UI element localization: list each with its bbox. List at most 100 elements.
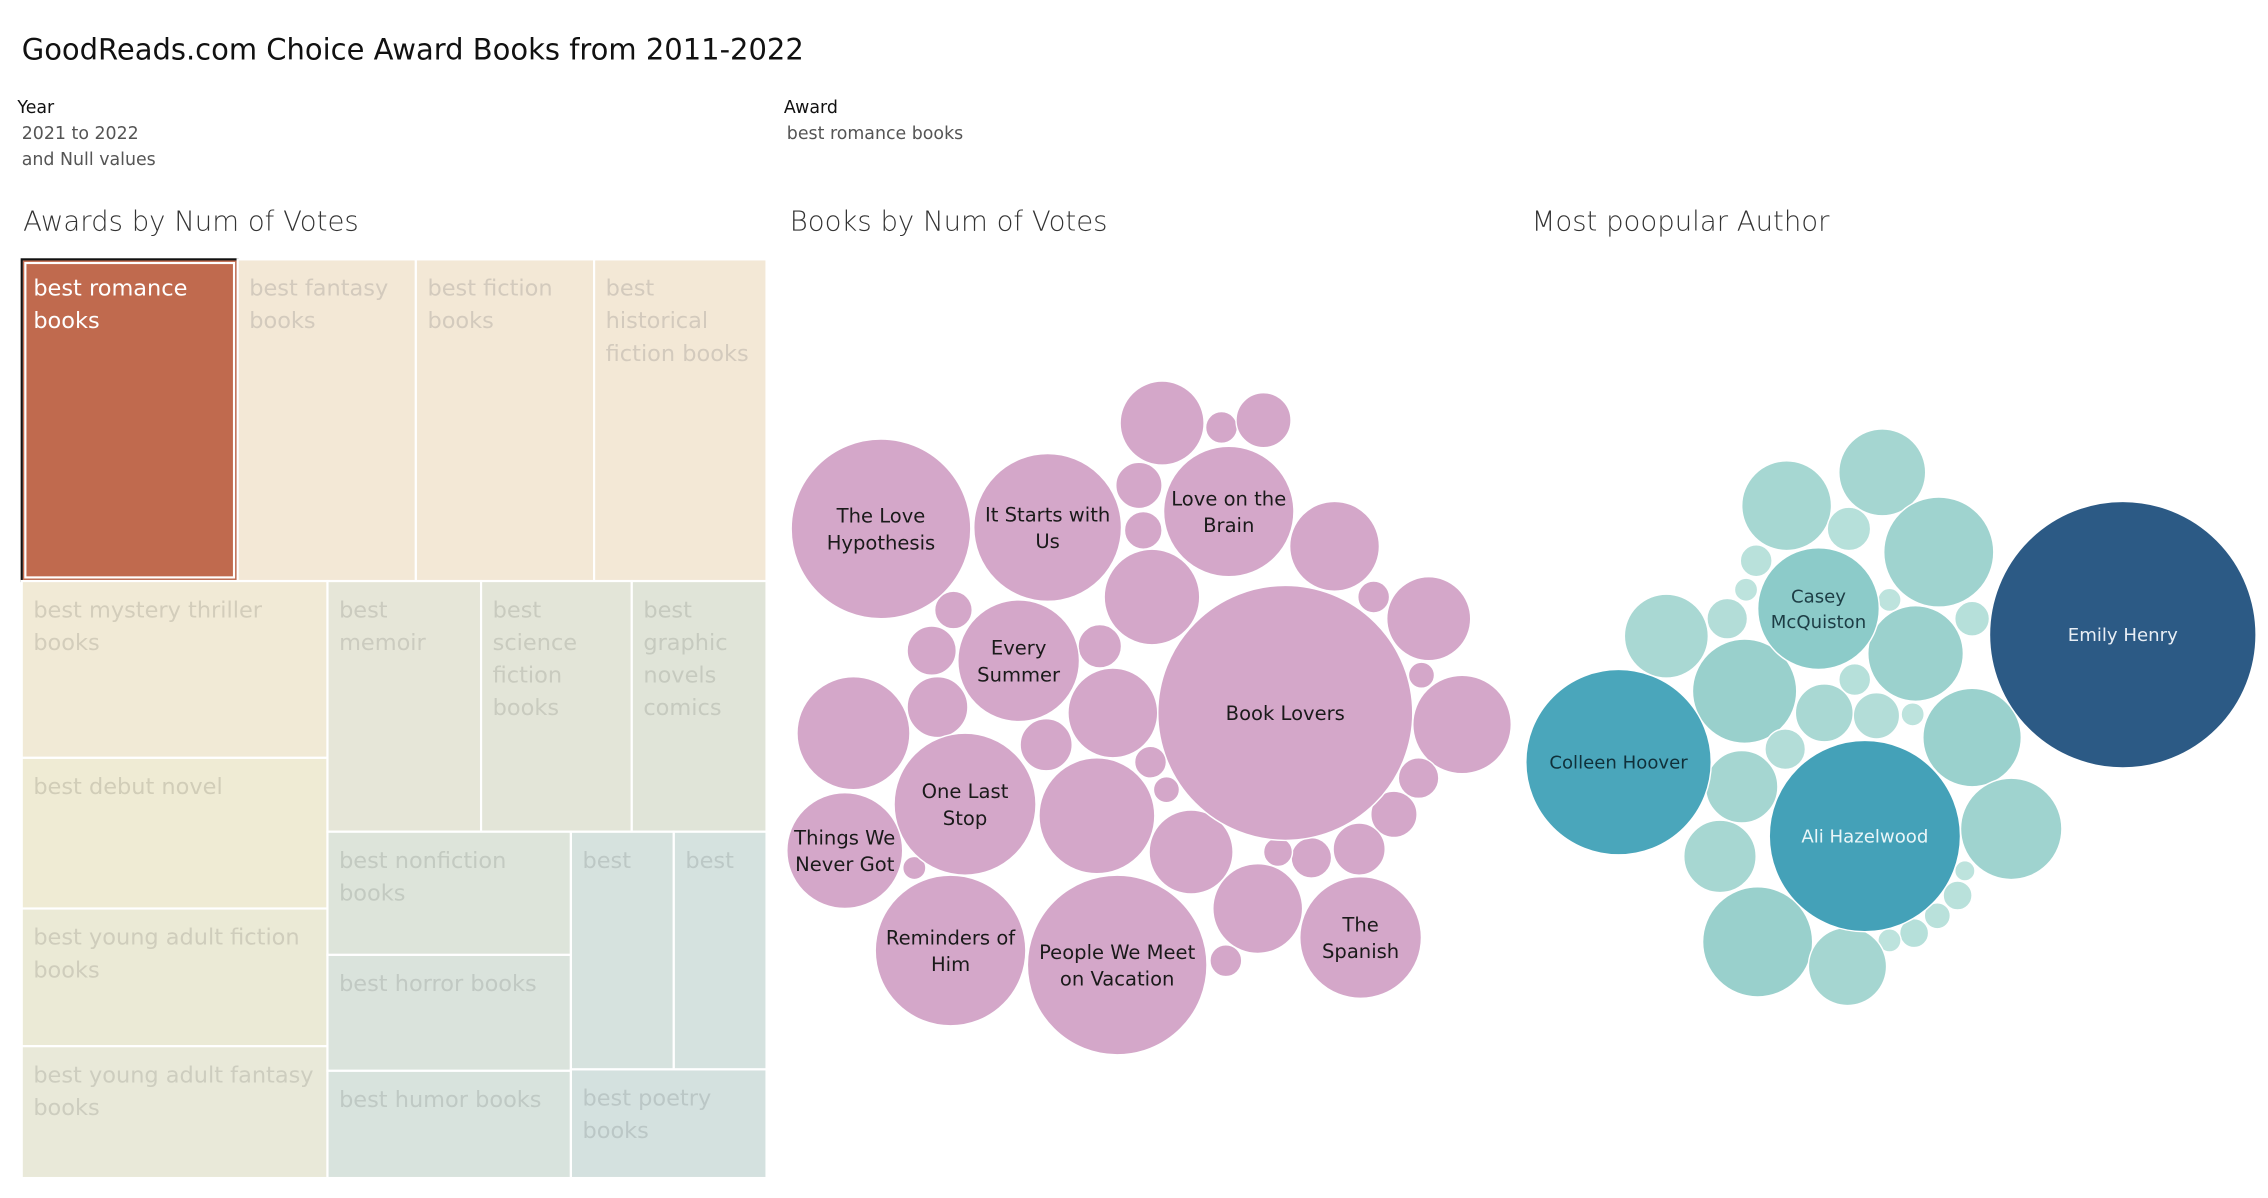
treemap-cell-rect[interactable] [414,258,596,583]
author-bubble[interactable] [1706,597,1749,640]
book-bubble[interactable] [906,675,969,739]
author-bubble-circle[interactable] [1756,546,1881,671]
author-bubble[interactable] [1852,691,1901,740]
book-bubble[interactable] [1119,380,1205,466]
treemap-cell-best-mystery-thriller-books[interactable]: best mystery thriller books [20,579,329,759]
author-bubble[interactable] [1733,577,1759,603]
book-bubble[interactable] [1209,944,1243,978]
book-bubble[interactable] [796,675,911,791]
book-bubble-the-spanish[interactable]: The Spanish [1299,875,1423,1000]
author-bubble[interactable] [1923,902,1952,930]
author-bubble[interactable] [1867,604,1965,703]
treemap-cell-best-poetry-books[interactable]: best poetry books [569,1068,768,1180]
book-bubble-one-last-stop[interactable]: One Last Stop [893,732,1037,876]
year-filter-value-2[interactable]: and Null values [21,149,156,170]
book-bubble[interactable] [1115,461,1163,510]
treemap-cell-best-fiction-books[interactable]: best fiction books [414,258,596,583]
book-bubble-reminders-of-him[interactable]: Reminders of Him [874,874,1027,1027]
book-bubble-it-starts-with-us[interactable]: It Starts with Us [973,452,1123,603]
book-bubble[interactable] [1332,822,1386,876]
book-bubble-circle[interactable] [957,599,1081,723]
author-bubble[interactable] [1877,587,1902,613]
book-bubble-circle[interactable] [1299,875,1423,1000]
treemap-cell-best-young-adult-fiction-books[interactable]: best young adult fiction books [20,907,329,1048]
book-bubble-love-on-the-brain[interactable]: Love on the Brain [1162,445,1295,578]
author-bubble[interactable] [1826,506,1872,552]
author-bubble[interactable] [1807,926,1888,1007]
author-bubble[interactable] [1691,638,1798,745]
book-bubble[interactable] [933,590,974,630]
book-bubble-people-we-meet-on-vacation[interactable]: People We Meet on Vacation [1026,874,1208,1056]
book-bubble-circle[interactable] [874,874,1027,1027]
award-filter-value[interactable]: best romance books [786,123,964,144]
author-bubble-casey-mcquiston[interactable]: Casey McQuiston [1756,546,1881,671]
book-bubble-every-summer[interactable]: Every Summer [957,599,1081,723]
author-bubble-circle[interactable] [1988,500,2257,769]
book-bubble[interactable] [1133,745,1168,779]
treemap-cell-rect[interactable] [20,579,329,759]
treemap-cell-best-graphic-novels-comics[interactable]: best graphic novels comics [630,579,768,833]
book-bubble[interactable] [1103,548,1201,646]
treemap-cell-rect[interactable] [326,579,483,833]
treemap-cell-rect[interactable] [593,258,768,583]
book-bubble[interactable] [906,625,958,676]
author-bubble[interactable] [1701,886,1814,998]
treemap-cell-rect[interactable] [569,1068,768,1180]
author-bubble[interactable] [1959,777,2063,881]
author-bubble[interactable] [1942,880,1973,911]
treemap-cell-best-memoir[interactable]: best memoir [326,579,483,833]
year-filter-value-1[interactable]: 2021 to 2022 [21,123,139,144]
book-bubble[interactable] [902,855,927,881]
book-bubble[interactable] [1397,757,1440,800]
treemap-cell-rect[interactable] [672,830,768,1071]
author-bubble[interactable] [1740,460,1833,552]
book-bubble[interactable] [1356,580,1391,614]
book-bubble[interactable] [1385,575,1472,662]
author-bubble-ali-hazelwood[interactable]: Ali Hazelwood [1768,739,1962,933]
book-bubble[interactable] [1038,757,1156,875]
treemap-cell-best-debut-novel[interactable]: best debut novel [20,756,329,910]
book-bubble[interactable] [1235,391,1292,449]
author-bubble[interactable] [1900,702,1925,727]
book-bubble[interactable] [1288,500,1381,592]
author-bubble[interactable] [1623,593,1710,679]
author-bubble[interactable] [1838,662,1872,697]
author-bubble-circle[interactable] [1525,668,1712,856]
book-bubble[interactable] [1123,510,1163,550]
treemap-cell-best-nonfiction-books[interactable]: best nonfiction books [326,830,572,956]
book-bubble[interactable] [1019,717,1073,772]
treemap-cell-best-young-adult-fantasy-books[interactable]: best young adult fantasy books [20,1045,329,1180]
treemap-cell-best-fantasy-books[interactable]: best fantasy books [236,258,417,583]
book-bubble-circle[interactable] [790,438,972,620]
author-bubble[interactable] [1764,728,1807,771]
treemap-cell-best-historical-fiction-books[interactable]: best historical fiction books [593,258,768,583]
treemap-cell-rect[interactable] [326,1069,572,1180]
author-bubble-colleen-hoover[interactable]: Colleen Hoover [1525,668,1712,856]
author-bubble-circle[interactable] [1768,739,1962,933]
treemap-cell-rect[interactable] [20,907,329,1048]
author-bubble[interactable] [1838,428,1927,517]
treemap-cell-best[interactable]: best [672,830,768,1071]
author-bubble[interactable] [1739,544,1773,578]
book-bubble-circle[interactable] [893,732,1037,876]
treemap-cell-best-humor-books[interactable]: best humor books [326,1069,572,1180]
author-bubble[interactable] [1882,496,1995,608]
treemap-cell-rect[interactable] [20,1045,329,1180]
author-bubble[interactable] [1953,600,1991,637]
book-bubble[interactable] [1407,661,1436,689]
author-bubble[interactable] [1794,683,1854,743]
book-bubble[interactable] [1152,775,1181,804]
book-bubble[interactable] [1148,809,1234,895]
book-bubble-circle[interactable] [1162,445,1295,578]
book-bubble[interactable] [1212,862,1304,955]
book-bubble-circle[interactable] [1026,874,1208,1056]
book-bubble-the-love-hypothesis[interactable]: The Love Hypothesis [790,438,972,620]
author-bubble-emily-henry[interactable]: Emily Henry [1988,500,2257,769]
author-bubble[interactable] [1922,687,2023,788]
treemap-cell-rect[interactable] [20,756,329,910]
book-bubble-circle[interactable] [786,791,904,910]
book-bubble-circle[interactable] [973,452,1123,603]
book-bubble-circle[interactable] [1157,584,1414,842]
book-bubble-book-lovers[interactable]: Book Lovers [1157,584,1414,842]
treemap-cell-rect[interactable] [630,579,768,833]
